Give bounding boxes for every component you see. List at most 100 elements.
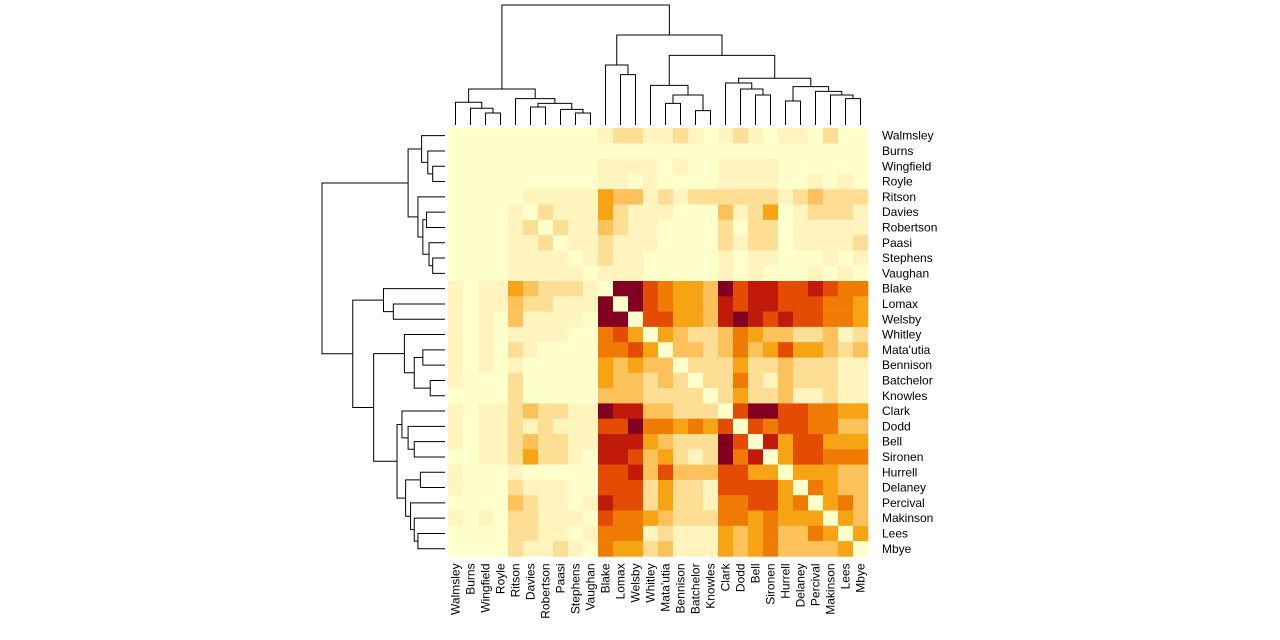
heatmap-cell bbox=[838, 464, 854, 481]
heatmap-cell bbox=[643, 464, 659, 481]
heatmap-cell bbox=[838, 525, 854, 542]
heatmap-cell bbox=[448, 143, 464, 159]
heatmap-cell bbox=[598, 204, 614, 221]
heatmap-cell bbox=[493, 372, 509, 389]
heatmap-cell bbox=[523, 357, 539, 374]
heatmap-cell bbox=[448, 189, 464, 205]
heatmap-cell bbox=[523, 525, 539, 542]
heatmap-cell bbox=[523, 479, 539, 496]
column-label: Bell bbox=[749, 563, 763, 583]
heatmap-cell bbox=[673, 143, 689, 159]
row-dendrogram-link bbox=[426, 211, 445, 228]
heatmap-cell bbox=[838, 311, 854, 328]
heatmap-cell bbox=[508, 342, 524, 358]
heatmap-cell bbox=[748, 143, 764, 159]
heatmap-cell bbox=[688, 449, 704, 465]
heatmap-cell bbox=[538, 449, 554, 465]
column-label: Hurrell bbox=[779, 563, 793, 598]
row-label: Burns bbox=[882, 144, 913, 158]
heatmap-cell bbox=[688, 250, 704, 266]
heatmap-cell bbox=[778, 250, 794, 266]
row-label: Lomax bbox=[882, 297, 918, 311]
heatmap-cell bbox=[793, 418, 809, 435]
heatmap-cell bbox=[448, 281, 464, 297]
row-label: Bennison bbox=[882, 358, 932, 372]
column-dendrogram-link bbox=[792, 86, 830, 101]
heatmap-cell bbox=[688, 357, 704, 374]
heatmap-cell bbox=[628, 388, 644, 404]
column-label: Lomax bbox=[614, 563, 628, 599]
heatmap-cell bbox=[688, 434, 704, 450]
heatmap-cell bbox=[658, 143, 674, 159]
heatmap-cell bbox=[853, 189, 869, 205]
heatmap-cell bbox=[853, 342, 869, 358]
column-label: Whitley bbox=[644, 563, 658, 602]
heatmap-cell bbox=[658, 204, 674, 221]
heatmap-cell bbox=[583, 143, 599, 159]
heatmap-cell bbox=[568, 250, 584, 266]
heatmap-cell bbox=[733, 510, 749, 527]
column-label: Clark bbox=[719, 562, 733, 591]
heatmap-cell bbox=[748, 525, 764, 542]
heatmap-cell bbox=[838, 479, 854, 496]
heatmap-cell bbox=[598, 342, 614, 358]
row-label: Mbye bbox=[882, 542, 912, 556]
heatmap-cell bbox=[853, 525, 869, 542]
heatmap-cell bbox=[748, 418, 764, 435]
heatmap-cell bbox=[628, 525, 644, 542]
heatmap-cell bbox=[688, 265, 704, 282]
heatmap-cell bbox=[658, 479, 674, 496]
heatmap-cell bbox=[478, 449, 494, 465]
heatmap-cell bbox=[778, 158, 794, 175]
heatmap-cell bbox=[583, 434, 599, 450]
heatmap-cell bbox=[508, 219, 524, 236]
row-label: Bell bbox=[882, 435, 902, 449]
heatmap-cell bbox=[778, 449, 794, 465]
column-dendrogram-link bbox=[830, 94, 854, 125]
heatmap-cell bbox=[628, 372, 644, 389]
heatmap-cell bbox=[478, 525, 494, 542]
heatmap-cell bbox=[688, 296, 704, 312]
heatmap-cell bbox=[583, 388, 599, 404]
heatmap-cell bbox=[763, 541, 779, 557]
column-dendrogram-link bbox=[738, 77, 812, 87]
heatmap-cell bbox=[748, 281, 764, 297]
heatmap-cell bbox=[823, 265, 839, 282]
heatmap-cell bbox=[538, 204, 554, 221]
heatmap-cell bbox=[448, 357, 464, 374]
row-dendrogram-link bbox=[383, 288, 445, 313]
heatmap-cell bbox=[478, 357, 494, 374]
heatmap-cell bbox=[838, 418, 854, 435]
heatmap-cell bbox=[718, 219, 734, 236]
heatmap-cell bbox=[508, 189, 524, 205]
heatmap-cell bbox=[703, 495, 719, 511]
heatmap-cell bbox=[733, 143, 749, 159]
heatmap-cell bbox=[748, 326, 764, 343]
heatmap-cell bbox=[628, 143, 644, 159]
heatmap-cell bbox=[808, 250, 824, 266]
heatmap-cell bbox=[673, 449, 689, 465]
heatmap-cell bbox=[538, 326, 554, 343]
heatmap-cell bbox=[793, 372, 809, 389]
heatmap-cell bbox=[688, 464, 704, 481]
heatmap-cell bbox=[748, 311, 764, 328]
row-dendrogram-link bbox=[396, 423, 406, 499]
heatmap-cell bbox=[853, 372, 869, 389]
heatmap-cell bbox=[553, 403, 569, 419]
heatmap-cell bbox=[763, 525, 779, 542]
heatmap-cell bbox=[523, 510, 539, 527]
heatmap-cell bbox=[628, 219, 644, 236]
column-label: Mata'utia bbox=[659, 563, 673, 612]
heatmap-cell bbox=[823, 158, 839, 175]
heatmap-cell bbox=[553, 326, 569, 343]
row-label: Wingfield bbox=[882, 159, 931, 173]
heatmap-cell bbox=[778, 372, 794, 389]
heatmap-cell bbox=[583, 265, 599, 282]
heatmap-cell bbox=[628, 418, 644, 435]
heatmap-cell bbox=[853, 219, 869, 236]
heatmap-cell bbox=[613, 189, 629, 205]
heatmap-cell bbox=[553, 464, 569, 481]
heatmap-cell bbox=[613, 464, 629, 481]
heatmap-cell bbox=[778, 143, 794, 159]
heatmap-cell bbox=[808, 403, 824, 419]
